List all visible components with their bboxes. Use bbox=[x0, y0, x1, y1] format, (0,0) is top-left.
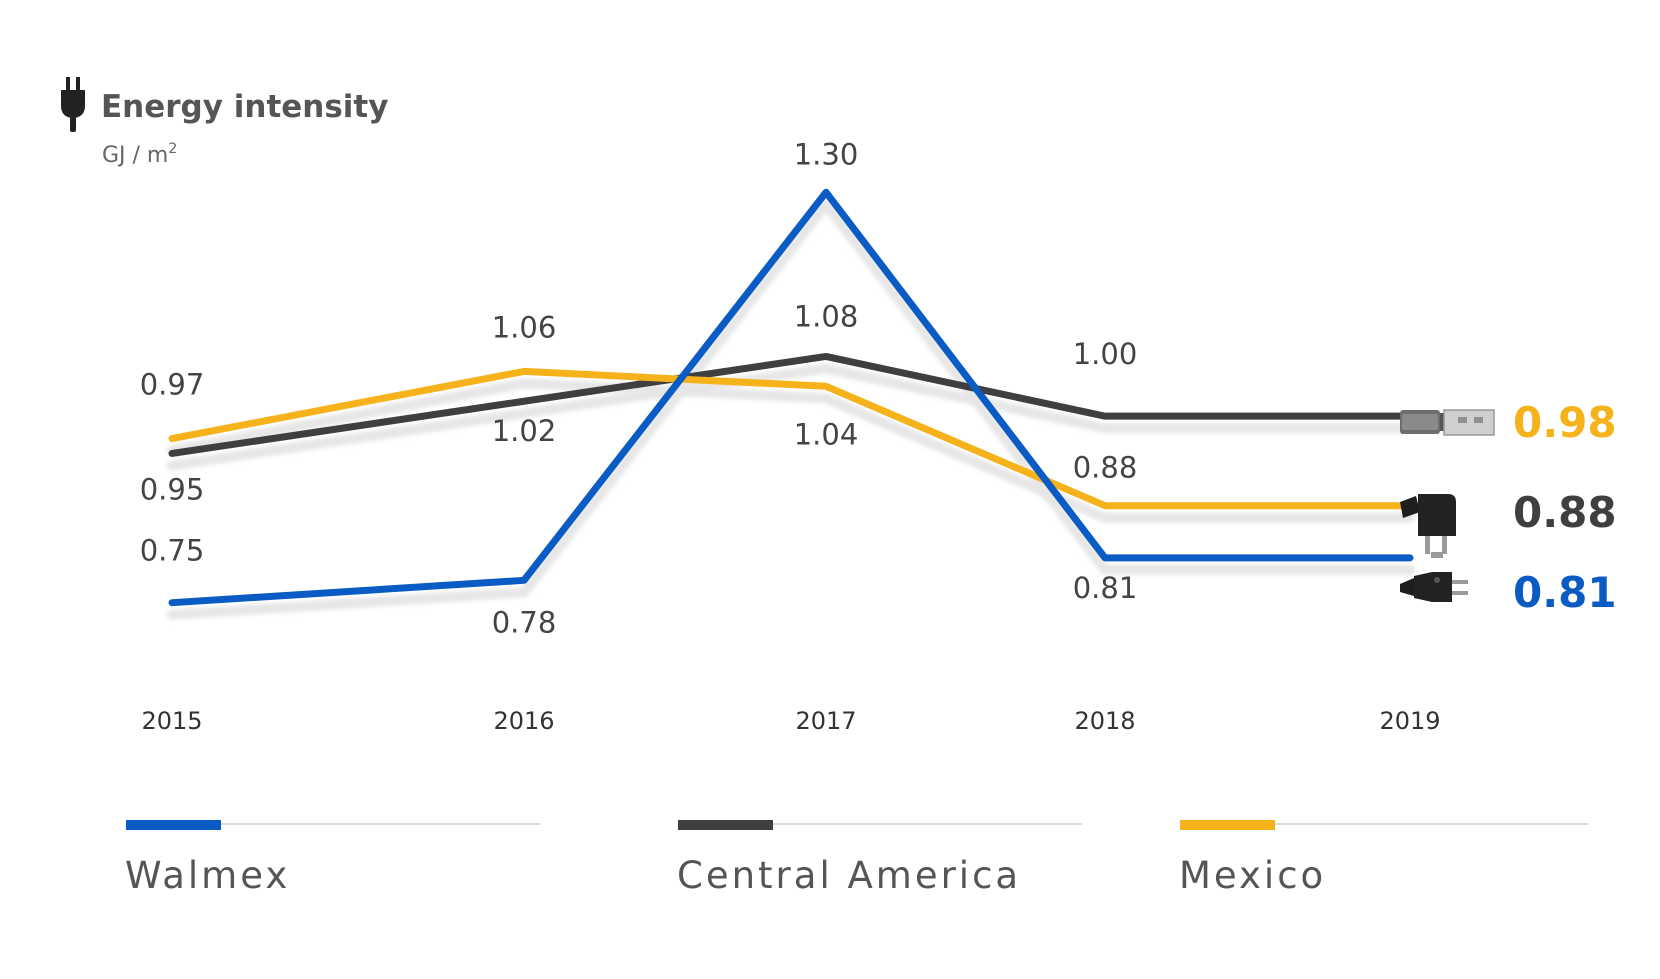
x-tick-2015: 2015 bbox=[141, 707, 202, 735]
legend: Walmex Central America Mexico bbox=[125, 820, 1588, 897]
legend-label-mexico: Mexico bbox=[1179, 854, 1326, 897]
value-label-mexico-2017: 1.04 bbox=[794, 417, 859, 451]
x-tick-2018: 2018 bbox=[1074, 707, 1135, 735]
euro-plug-icon bbox=[1400, 572, 1468, 602]
x-tick-2019: 2019 bbox=[1379, 707, 1440, 735]
end-labels: 0.98 0.88 0.81 bbox=[1513, 398, 1617, 617]
value-label-central-america-2016: 1.02 bbox=[492, 414, 557, 448]
series-line-central-america bbox=[168, 352, 1414, 457]
chart-title: Energy intensity bbox=[101, 89, 388, 125]
end-label-central-america: 0.88 bbox=[1513, 488, 1617, 537]
value-label-mexico-2015: 0.97 bbox=[140, 368, 205, 402]
value-label-walmex-2015: 0.75 bbox=[140, 534, 205, 568]
unit-superscript: 2 bbox=[168, 141, 177, 157]
x-axis-ticks: 2015 2016 2017 2018 2019 bbox=[141, 707, 1440, 735]
line-shadow-mexico bbox=[167, 378, 1415, 523]
series-line-walmex bbox=[168, 188, 1414, 607]
value-label-walmex-2017: 1.30 bbox=[794, 137, 859, 171]
legend-label-walmex: Walmex bbox=[125, 854, 290, 897]
value-label-central-america-2017: 1.08 bbox=[794, 299, 859, 333]
end-label-walmex: 0.81 bbox=[1513, 568, 1617, 617]
legend-item-mexico: Mexico bbox=[1179, 820, 1588, 897]
legend-label-central-america: Central America bbox=[677, 854, 1021, 897]
line-shadow-walmex bbox=[167, 199, 1415, 620]
value-label-walmex-2016: 0.78 bbox=[492, 605, 557, 639]
series-lines bbox=[168, 188, 1414, 607]
x-tick-2017: 2017 bbox=[795, 707, 856, 735]
title-icon bbox=[61, 77, 85, 132]
legend-swatch-central-america bbox=[678, 820, 773, 830]
legend-swatch-walmex bbox=[126, 820, 221, 830]
power-plug-icon bbox=[61, 77, 85, 132]
value-label-central-america-2018: 1.00 bbox=[1073, 337, 1138, 371]
legend-item-central-america: Central America bbox=[677, 820, 1082, 897]
usb-plug-icon bbox=[1400, 409, 1495, 436]
value-label-walmex-2018: 0.81 bbox=[1073, 571, 1138, 605]
value-labels: 0.75 0.78 1.30 0.81 0.95 1.02 1.08 1.00 0.97 1.06… bbox=[140, 137, 1138, 639]
value-label-central-america-2015: 0.95 bbox=[140, 472, 205, 506]
line-shadow-central-america bbox=[167, 363, 1415, 471]
unit-label: GJ / m2 bbox=[102, 141, 177, 168]
line-shadows bbox=[167, 199, 1415, 620]
unit-label-text: GJ / m bbox=[102, 143, 168, 168]
legend-item-walmex: Walmex bbox=[125, 820, 540, 897]
end-label-mexico: 0.98 bbox=[1513, 398, 1617, 447]
value-label-mexico-2018: 0.88 bbox=[1073, 451, 1138, 485]
legend-swatch-mexico bbox=[1180, 820, 1275, 830]
series-line-mexico bbox=[168, 367, 1414, 510]
value-label-mexico-2016: 1.06 bbox=[492, 310, 557, 344]
uk-plug-icon bbox=[1400, 494, 1456, 558]
x-tick-2016: 2016 bbox=[493, 707, 554, 735]
